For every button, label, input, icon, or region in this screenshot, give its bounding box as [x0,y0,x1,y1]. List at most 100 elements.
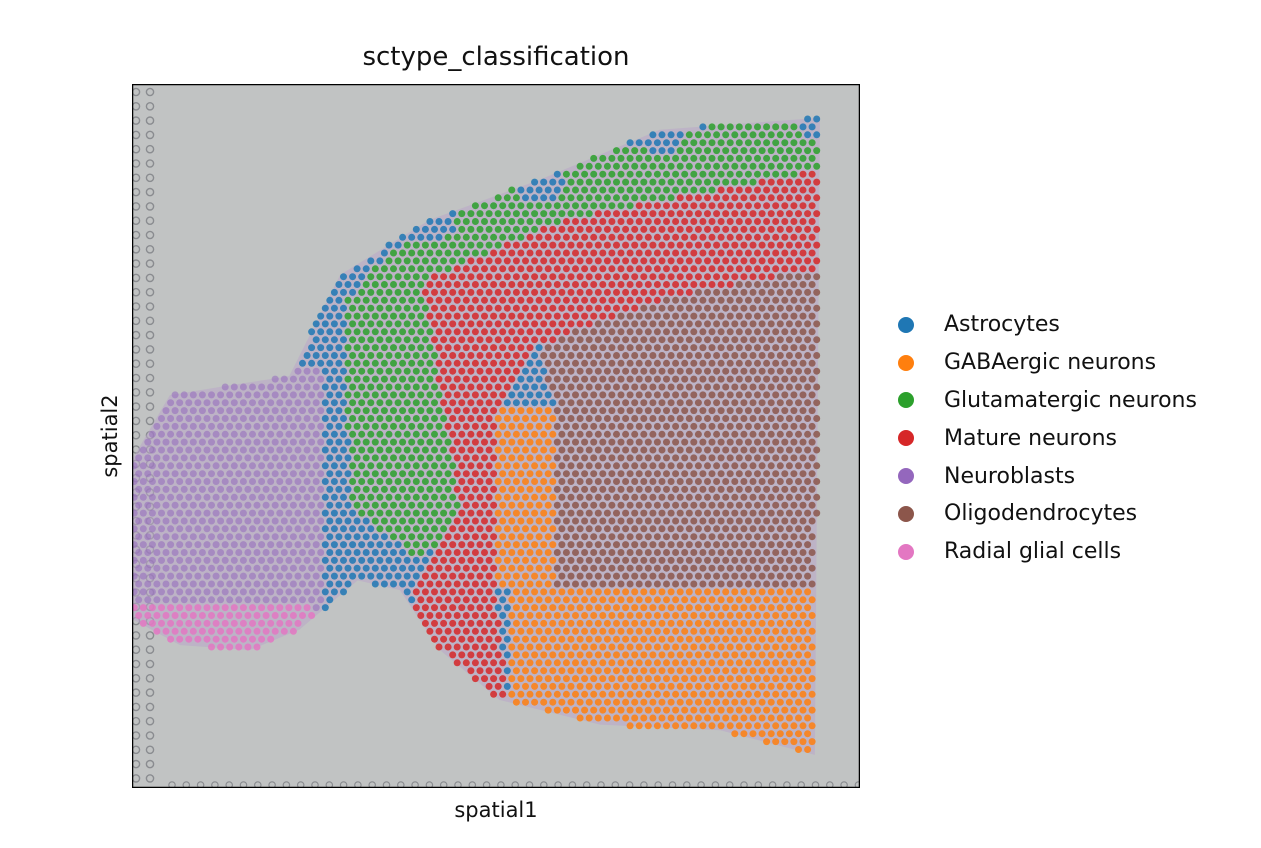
spot-mature-neurons [449,415,457,422]
spot-mature-neurons [676,194,684,202]
spot-oligodendrocytes [594,462,602,470]
spot-gabaergic-neurons [781,627,789,635]
spot-glutamatergic-neurons [353,501,361,509]
spot-oligodendrocytes [658,320,666,328]
spot-mature-neurons [453,422,461,430]
spot-gabaergic-neurons [617,706,625,714]
spot-oligodendrocytes [553,470,561,478]
spot-mature-neurons [494,651,502,659]
spot-gabaergic-neurons [808,596,816,604]
spot-oligodendrocytes [599,391,607,399]
spot-mature-neurons [731,257,739,265]
spot-oligodendrocytes [681,312,689,320]
spot-gabaergic-neurons [635,675,643,683]
spot-oligodendrocytes [567,509,575,517]
spot-neuroblasts [189,533,197,541]
spot-oligodendrocytes [603,446,611,454]
spot-mature-neurons [490,454,498,462]
spot-mature-neurons [426,296,434,304]
legend-item: Astrocytes [898,306,1197,344]
spot-neuroblasts [208,549,215,556]
spot-mature-neurons [476,604,484,612]
spot-gabaergic-neurons [667,651,675,659]
spot-gabaergic-neurons [685,604,693,612]
spot-neuroblasts [208,596,215,604]
spot-astrocytes [340,525,347,533]
spot-oligodendrocytes [649,336,657,344]
spot-neuroblasts [203,399,211,407]
spot-glutamatergic-neurons [658,178,666,186]
spot-mature-neurons [458,430,466,438]
spot-gabaergic-neurons [535,549,543,556]
spot-oligodendrocytes [685,304,693,312]
spot-oligodendrocytes [813,399,821,407]
spot-mature-neurons [435,596,443,604]
spot-gabaergic-neurons [740,635,748,643]
spot-oligodendrocytes [676,462,684,470]
spot-neuroblasts [267,572,275,580]
spot-neuroblasts [203,509,211,517]
spot-gabaergic-neurons [676,714,684,722]
spot-astrocytes [503,588,511,596]
spot-oligodendrocytes [763,470,771,478]
spot-glutamatergic-neurons [353,359,361,367]
spot-mature-neurons [476,493,484,501]
spot-glutamatergic-neurons [653,186,661,194]
spot-oligodendrocytes [640,430,648,438]
spot-gabaergic-neurons [553,675,561,683]
spot-oligodendrocytes [649,462,657,470]
spot-astrocytes [340,572,347,580]
spot-gabaergic-neurons [608,627,616,635]
spot-astrocytes [330,446,338,454]
spot-mature-neurons [471,422,479,430]
spot-oligodendrocytes [758,446,766,454]
spot-gabaergic-neurons [567,682,575,690]
spot-neuroblasts [185,478,193,485]
spot-gabaergic-neurons [567,651,575,659]
spot-oligodendrocytes [590,549,598,556]
spot-mature-neurons [453,580,461,588]
spot-mature-neurons [503,241,511,249]
spot-astrocytes [358,541,366,549]
spot-neuroblasts [312,399,320,407]
spot-gabaergic-neurons [749,730,757,738]
spot-gabaergic-neurons [549,525,557,533]
spot-mature-neurons [603,241,611,249]
spot-astrocytes [344,501,352,509]
spot-mature-neurons [458,651,466,659]
spot-gabaergic-neurons [795,714,802,722]
spot-mature-neurons [804,210,812,218]
spot-glutamatergic-neurons [349,383,357,391]
spot-glutamatergic-neurons [431,367,438,375]
spot-mature-neurons [808,233,816,241]
spot-glutamatergic-neurons [390,359,397,367]
spot-gabaergic-neurons [776,698,784,706]
spot-radial-glial-cells [132,604,138,612]
spot-oligodendrocytes [785,352,793,359]
spot-neuroblasts [167,493,175,501]
spot-mature-neurons [503,320,511,328]
spot-gabaergic-neurons [772,596,780,604]
spot-oligodendrocytes [594,336,602,344]
spot-astrocytes [512,383,520,391]
spot-glutamatergic-neurons [344,296,352,304]
spot-glutamatergic-neurons [390,265,397,273]
spot-gabaergic-neurons [544,659,552,667]
spot-oligodendrocytes [813,446,821,454]
spot-oligodendrocytes [681,580,689,588]
spot-gabaergic-neurons [708,659,716,667]
spot-oligodendrocytes [603,541,611,549]
spot-astrocytes [321,493,329,501]
spot-neuroblasts [289,596,297,604]
spot-neuroblasts [276,430,284,438]
spot-gabaergic-neurons [663,706,670,714]
spot-gabaergic-neurons [790,596,798,604]
spot-oligodendrocytes [813,320,821,328]
spot-mature-neurons [562,296,570,304]
spot-radial-glial-cells [280,627,288,635]
spot-mature-neurons [781,218,789,225]
spot-mature-neurons [562,218,570,225]
spot-neuroblasts [280,501,288,509]
spot-radial-glial-cells [280,612,288,619]
spot-mature-neurons [540,225,548,233]
